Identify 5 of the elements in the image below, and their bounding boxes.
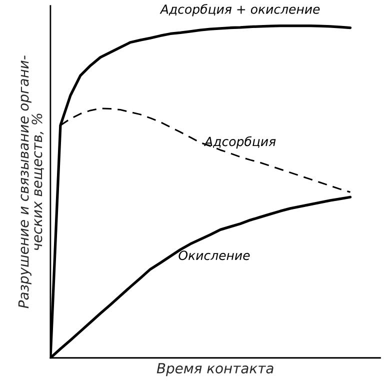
series-label: Адсорбция bbox=[204, 136, 276, 149]
x-axis-title: Время контакта bbox=[156, 363, 274, 376]
series-label: Адсорбция + окисление bbox=[160, 4, 320, 16]
y-axis-title: Разрушение и связывание органи- ческих веществ, % bbox=[18, 56, 44, 308]
series-label: Окисление bbox=[178, 250, 250, 260]
